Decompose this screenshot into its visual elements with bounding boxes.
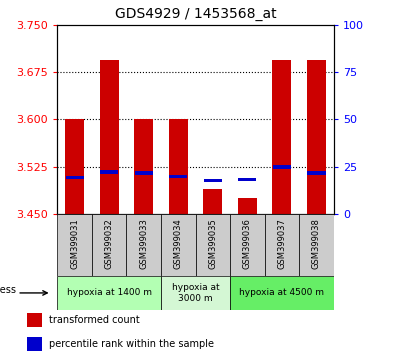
- Text: hypoxia at 1400 m: hypoxia at 1400 m: [67, 289, 152, 297]
- Bar: [299, 214, 334, 276]
- Text: transformed count: transformed count: [49, 315, 140, 325]
- Bar: [307, 171, 325, 175]
- Text: GSM399031: GSM399031: [70, 218, 79, 269]
- Bar: [169, 120, 188, 214]
- Text: GSM399032: GSM399032: [105, 218, 114, 269]
- Bar: [169, 175, 187, 178]
- Bar: [161, 276, 230, 310]
- Text: GSM399034: GSM399034: [174, 218, 183, 269]
- Text: GSM399036: GSM399036: [243, 218, 252, 269]
- Bar: [273, 59, 292, 214]
- Text: stress: stress: [0, 285, 16, 295]
- Text: hypoxia at
3000 m: hypoxia at 3000 m: [172, 283, 219, 303]
- Bar: [27, 313, 41, 327]
- Bar: [203, 189, 222, 214]
- Title: GDS4929 / 1453568_at: GDS4929 / 1453568_at: [115, 7, 276, 21]
- Bar: [126, 214, 161, 276]
- Bar: [307, 59, 326, 214]
- Text: GSM399038: GSM399038: [312, 218, 321, 269]
- Bar: [265, 214, 299, 276]
- Bar: [100, 59, 118, 214]
- Bar: [230, 214, 265, 276]
- Bar: [161, 214, 196, 276]
- Bar: [238, 178, 256, 181]
- Bar: [27, 337, 41, 351]
- Text: percentile rank within the sample: percentile rank within the sample: [49, 339, 214, 349]
- Bar: [57, 214, 92, 276]
- Bar: [100, 170, 118, 173]
- Bar: [273, 165, 291, 169]
- Bar: [230, 276, 334, 310]
- Text: GSM399033: GSM399033: [139, 218, 148, 269]
- Bar: [65, 120, 84, 214]
- Bar: [204, 179, 222, 182]
- Text: hypoxia at 4500 m: hypoxia at 4500 m: [239, 289, 324, 297]
- Bar: [134, 120, 153, 214]
- Bar: [238, 198, 257, 214]
- Text: GSM399037: GSM399037: [277, 218, 286, 269]
- Bar: [196, 214, 230, 276]
- Bar: [66, 176, 84, 179]
- Bar: [135, 171, 153, 175]
- Bar: [57, 276, 161, 310]
- Text: GSM399035: GSM399035: [208, 218, 217, 269]
- Bar: [92, 214, 126, 276]
